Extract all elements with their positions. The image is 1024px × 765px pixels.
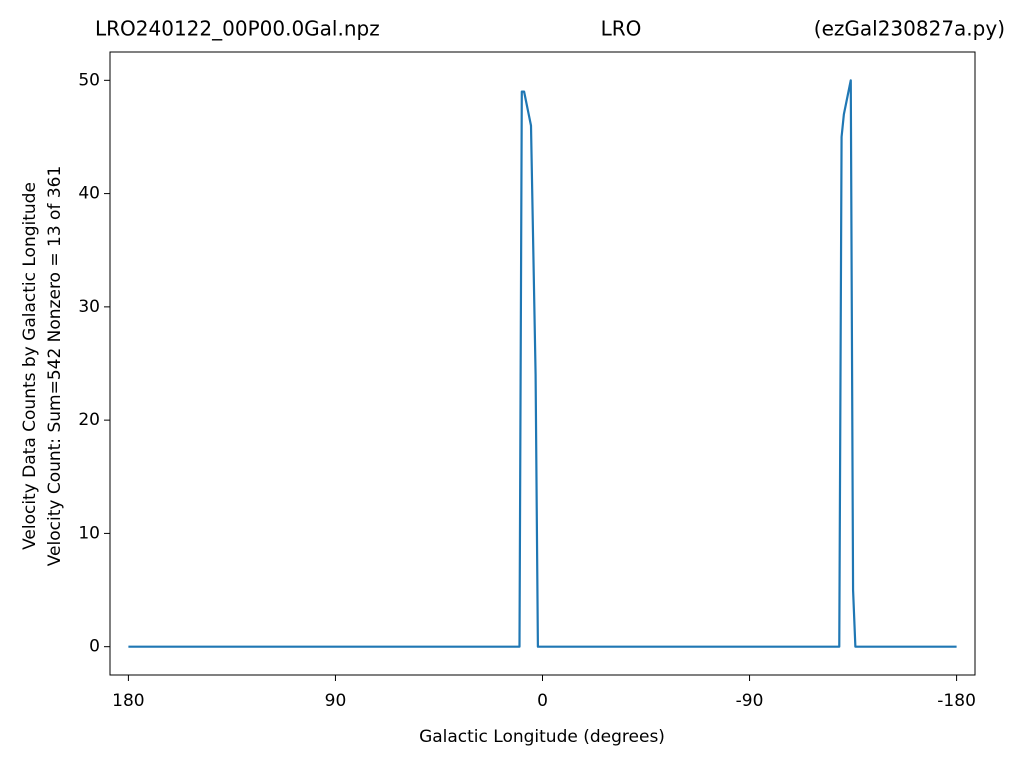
y-tick-label: 40 — [78, 184, 100, 204]
x-tick-label: 90 — [325, 691, 347, 711]
plot-frame — [109, 51, 976, 676]
y-axis-label: Velocity Count: Sum=542 Nonzero = 13 of … — [45, 166, 65, 567]
y-tick-label: 50 — [78, 70, 100, 90]
x-tick-label: 180 — [112, 691, 144, 711]
y-tick-label: 30 — [78, 297, 100, 317]
y-tick-label: 10 — [78, 523, 100, 543]
y-axis-label: Velocity Data Counts by Galactic Longitu… — [20, 182, 40, 550]
data-line — [128, 79, 957, 648]
y-tick-label: 0 — [89, 637, 100, 657]
y-tick-label: 20 — [78, 410, 100, 430]
x-axis-label: Galactic Longitude (degrees) — [419, 727, 665, 747]
chart-title-right: (ezGal230827a.py) — [814, 17, 1005, 41]
chart-title-center: LRO — [601, 17, 642, 41]
x-tick-label: -180 — [937, 691, 976, 711]
chart-title-left: LRO240122_00P00.0Gal.npz — [95, 17, 380, 41]
x-tick-label: -90 — [736, 691, 764, 711]
x-tick-label: 0 — [537, 691, 548, 711]
